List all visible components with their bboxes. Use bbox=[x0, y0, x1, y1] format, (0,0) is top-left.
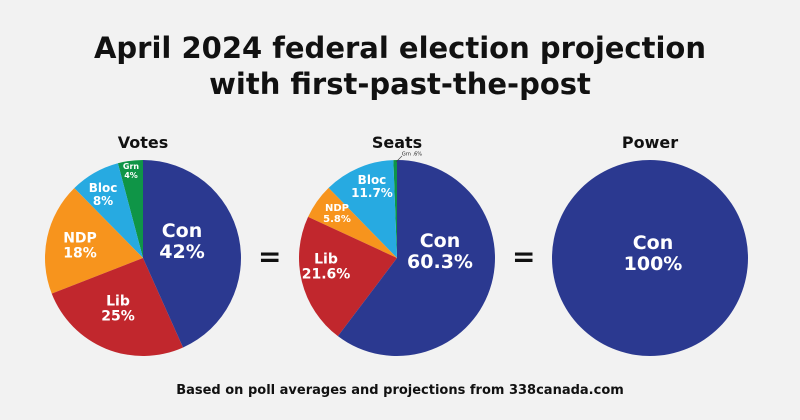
votes-title: Votes bbox=[117, 133, 169, 152]
votes-con-slice bbox=[143, 160, 241, 348]
votes-grn-slice bbox=[117, 160, 143, 258]
grn-seats-leader-line bbox=[395, 155, 403, 163]
seats-ndp-label: NDP 5.8% bbox=[323, 203, 351, 225]
votes-grn-label: Grn 4% bbox=[122, 162, 140, 180]
seats-con-label: Con 60.3% bbox=[407, 230, 473, 273]
equals-sign-2: = bbox=[512, 240, 536, 273]
seats-con-slice bbox=[337, 160, 495, 356]
votes-ndp-label: NDP 18% bbox=[63, 230, 97, 262]
votes-bloc-label: Bloc 8% bbox=[88, 180, 118, 208]
votes-con-label: Con 42% bbox=[159, 220, 205, 263]
seats-grn-label: Grn .6% bbox=[401, 151, 423, 158]
seats-bloc-label: Bloc 11.7% bbox=[351, 172, 393, 200]
power-con-slice bbox=[552, 160, 748, 356]
votes-ndp-slice bbox=[44, 188, 143, 294]
chart-title: April 2024 federal election projection w… bbox=[0, 30, 800, 102]
equals-sign-1: = bbox=[258, 240, 282, 273]
title-line-2: with first-past-the-post bbox=[209, 67, 591, 101]
footer-source: Based on poll averages and projections f… bbox=[176, 383, 624, 398]
seats-lib-slice bbox=[298, 216, 397, 337]
seats-bloc-slice bbox=[328, 160, 397, 258]
seats-title: Seats bbox=[371, 133, 423, 152]
votes-lib-slice bbox=[51, 258, 184, 356]
seats-ndp-slice bbox=[308, 187, 397, 258]
votes-bloc-slice bbox=[74, 163, 143, 258]
votes-lib-label: Lib 25% bbox=[101, 293, 135, 325]
power-con-label: Con 100% bbox=[623, 232, 683, 275]
seats-grn-slice bbox=[393, 160, 397, 258]
title-line-1: April 2024 federal election projection bbox=[93, 31, 706, 65]
seats-lib-label: Lib 21.6% bbox=[301, 251, 351, 283]
power-title: Power bbox=[621, 133, 679, 152]
